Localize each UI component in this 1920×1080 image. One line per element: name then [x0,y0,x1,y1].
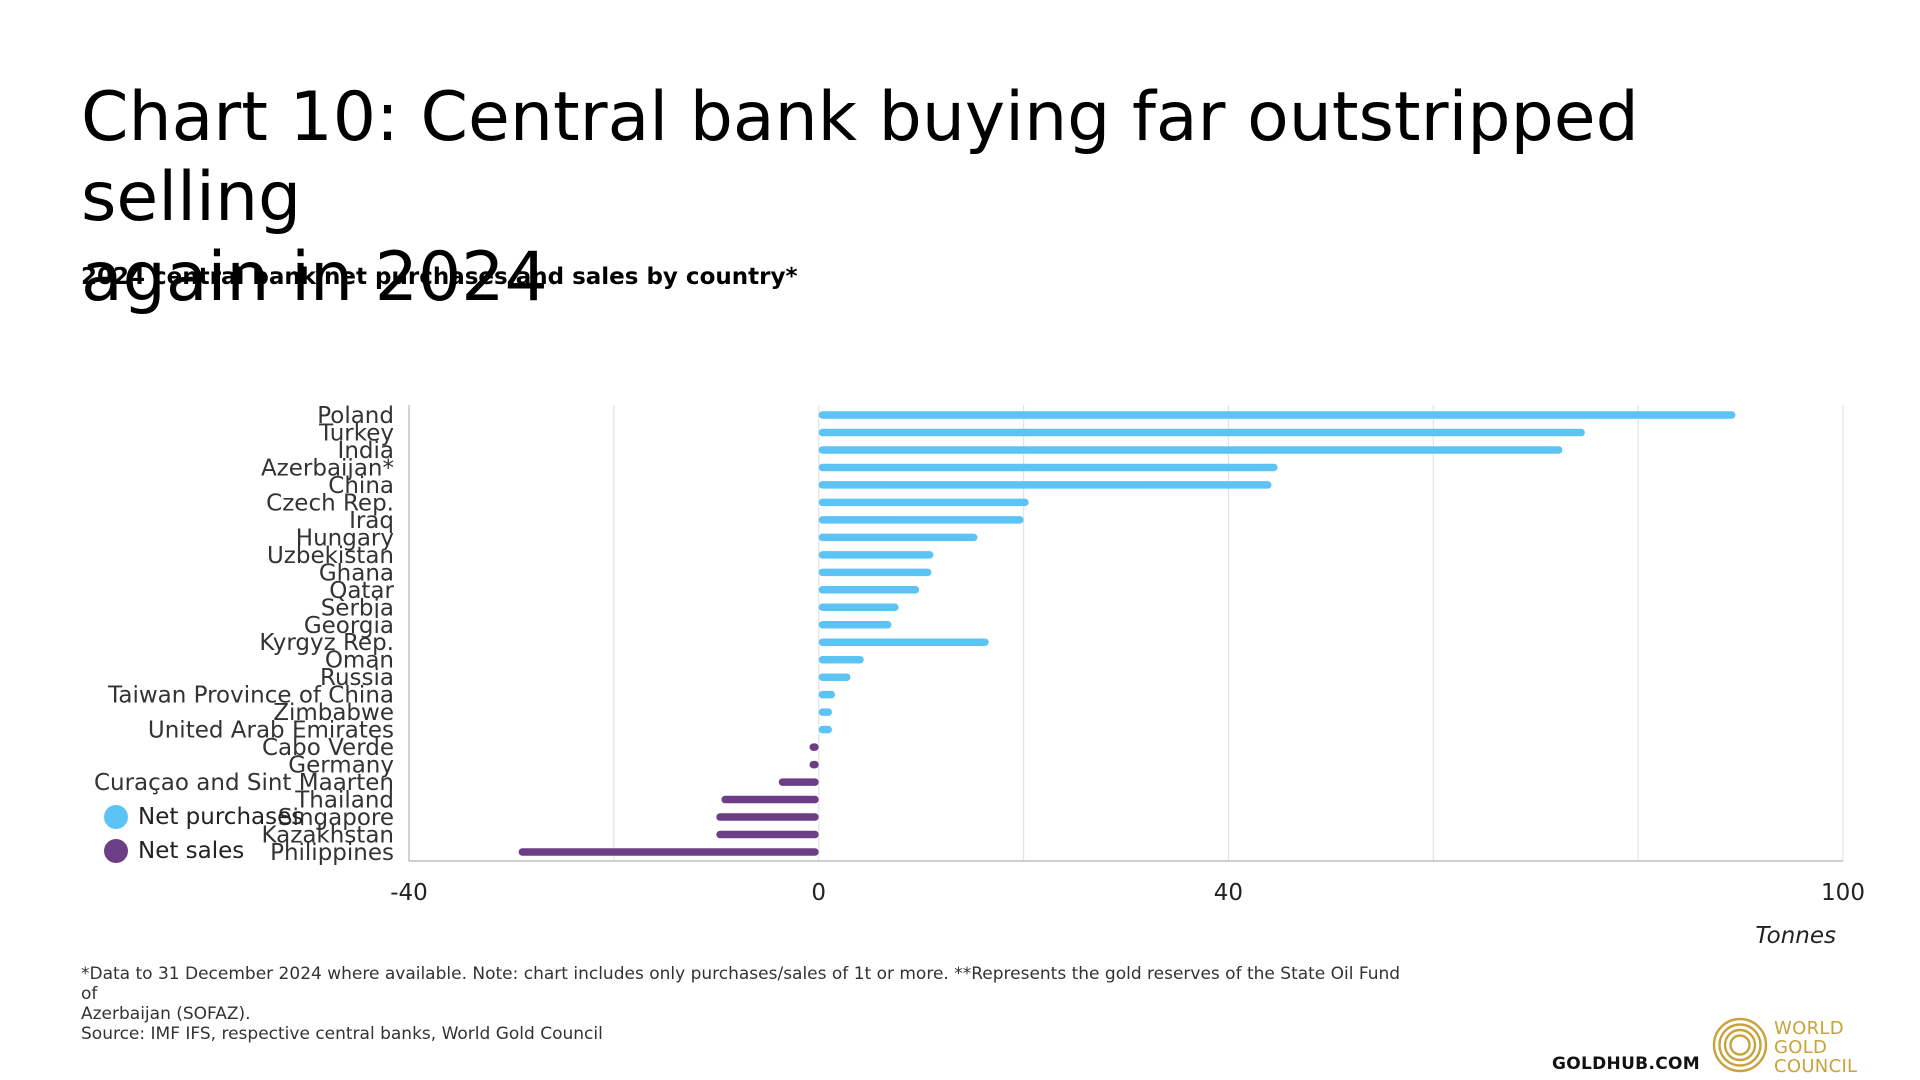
chart-title: Chart 10: Central bank buying far outstr… [81,78,1841,318]
logo-word-2: GOLD [1774,1037,1828,1058]
category-label-thailand: Thailand [294,788,394,814]
category-label-ghana: Ghana [319,560,394,586]
logo-wordmark: WORLD GOLD COUNCIL [1774,1019,1857,1076]
category-label-poland: Poland [317,403,394,429]
bar-oman [818,655,864,664]
legend-swatch-sales [104,839,128,863]
x-tick-label: 40 [1214,880,1243,906]
category-label-czech-rep: Czech Rep. [266,490,394,516]
logo-word-1: WORLD [1774,1018,1844,1039]
bar-kyrgyz-rep [818,638,989,646]
axes [408,405,1843,862]
bar-azerbaijan [818,463,1278,472]
bar-china [818,481,1272,489]
gold-circles-icon [1712,1017,1768,1073]
bar-philippines [518,848,819,856]
category-label-azerbaijan: Azerbaijan* [261,455,394,481]
category-label-singapore: Singapore [278,805,394,831]
bar-serbia [818,603,899,612]
bar-hungary [818,533,978,542]
category-label-serbia: Serbia [321,595,394,621]
bar-germany [809,760,819,769]
bar-qatar [818,586,920,594]
bar-cura-ao-and-sint-maarten [778,778,819,786]
goldhub-link[interactable]: GOLDHUB.COM [1552,1054,1700,1074]
footnote: *Data to 31 December 2024 where availabl… [81,964,1421,1044]
x-tick-labels: -40 0 40 100 [390,880,1865,906]
footnote-line-2: Azerbaijan (SOFAZ). [81,1004,251,1024]
bar-uzbekistan [818,551,934,559]
category-label-philippines: Philippines [270,840,394,866]
bar-cabo-verde [809,743,819,751]
bar-russia [818,673,851,681]
bar-iraq [818,516,1024,524]
bar-poland [818,411,1736,419]
bar-kazakhstan [716,830,819,839]
bar-india [818,446,1563,454]
bars [518,411,1736,856]
gridlines [613,405,1844,861]
legend-label-sales: Net sales [138,838,245,864]
bar-taiwan-province-of-china [818,690,836,699]
legend-swatch-purchases [104,805,128,829]
category-label-iraq: Iraq [349,508,394,534]
x-tick-label: 0 [811,880,826,906]
x-axis-title: Tonnes [1755,923,1836,949]
chart-subtitle: 2024 central bank net purchases and sale… [81,264,798,290]
bar-czech-rep [818,498,1029,507]
footnote-line-1: *Data to 31 December 2024 where availabl… [81,964,1401,1004]
category-label-kazakhstan: Kazakhstan [261,823,394,849]
category-label-cabo-verde: Cabo Verde [262,735,394,761]
world-gold-council-logo: WORLD GOLD COUNCIL [1712,1017,1912,1079]
bar-zimbabwe [818,708,833,716]
category-label-zimbabwe: Zimbabwe [273,700,394,726]
bar-turkey [818,428,1585,437]
category-label-germany: Germany [288,753,394,779]
category-label-russia: Russia [320,665,394,691]
category-label-china: China [328,473,394,499]
legend-label-purchases: Net purchases [138,804,304,830]
chart-title-line-2: again in 2024 [81,238,548,317]
category-label-cura-ao-and-sint-maarten: Curaçao and Sint Maarten [94,770,394,796]
category-label-uzbekistan: Uzbekistan [267,543,394,569]
category-label-united-arab-emirates: United Arab Emirates [148,718,394,744]
legend-item-sales: Net sales [104,834,303,868]
legend: Net purchases Net sales [104,800,303,868]
category-label-qatar: Qatar [329,578,394,604]
category-label-turkey: Turkey [318,420,394,446]
category-label-georgia: Georgia [304,613,394,639]
category-label-kyrgyz-rep: Kyrgyz Rep. [259,630,394,656]
category-label-taiwan-province-of-china: Taiwan Province of China [107,683,394,709]
x-tick-label: 100 [1821,880,1865,906]
legend-item-purchases: Net purchases [104,800,303,834]
category-label-oman: Oman [325,648,394,674]
bar-singapore [716,813,819,821]
source-note: Source: IMF IFS, respective central bank… [81,1024,603,1044]
category-label-india: India [338,438,394,464]
bar-united-arab-emirates [818,725,833,734]
bar-georgia [818,621,892,629]
bar-ghana [818,568,932,577]
logo-word-3: COUNCIL [1774,1056,1858,1077]
chart-title-line-1: Chart 10: Central bank buying far outstr… [81,78,1639,237]
x-tick-label: -40 [390,880,428,906]
category-label-hungary: Hungary [296,525,394,551]
bar-thailand [721,795,819,804]
